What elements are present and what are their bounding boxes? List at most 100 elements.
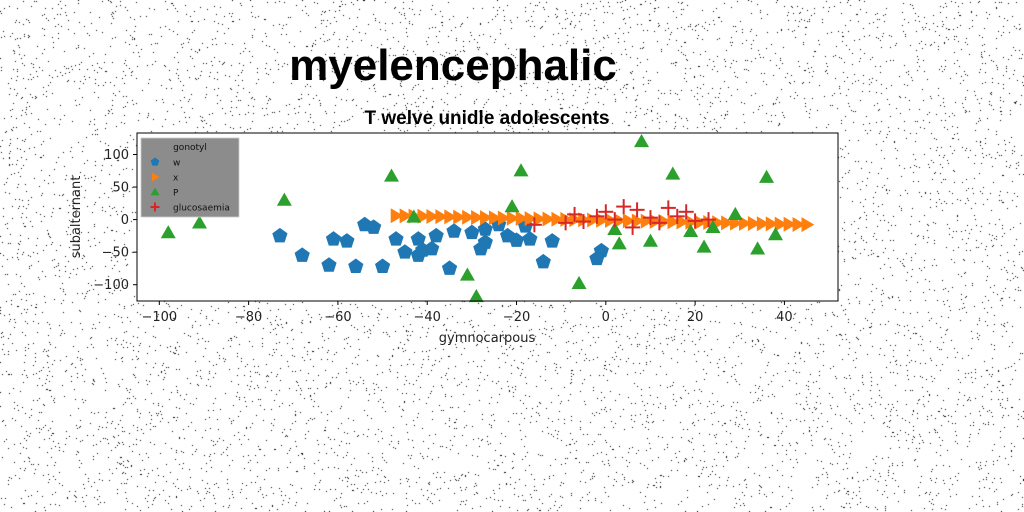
x-axis-label: gymnocarpous — [439, 331, 536, 346]
y-axis: −100 −50 0 50 100 — [93, 148, 137, 293]
legend-label-x: x — [173, 174, 179, 184]
point-P-11 — [611, 236, 627, 250]
point-w-2 — [321, 257, 337, 272]
point-P-2 — [276, 192, 292, 206]
point-x-5 — [435, 209, 449, 225]
point-P-12 — [634, 133, 650, 148]
point-glucosaemia-11 — [651, 215, 667, 231]
point-w-8 — [375, 258, 391, 273]
point-glucosaemia-12 — [660, 200, 676, 216]
point-P-20 — [759, 169, 775, 183]
point-P-19 — [750, 241, 766, 255]
point-w-26 — [522, 231, 538, 246]
x-tick-label: −20 — [503, 310, 530, 325]
point-w-14 — [424, 240, 440, 256]
point-P-18 — [727, 206, 743, 221]
y-tick-label: 0 — [121, 213, 129, 228]
point-P-7 — [504, 199, 520, 213]
point-w-16 — [441, 260, 458, 275]
point-x-12 — [497, 210, 511, 226]
point-x-18 — [551, 211, 565, 227]
point-w-24 — [508, 232, 525, 247]
point-glucosaemia-8 — [625, 219, 641, 235]
point-glucosaemia-4 — [589, 208, 605, 224]
x-tick-label: −100 — [141, 310, 177, 325]
point-x-9 — [471, 209, 484, 225]
point-w-9 — [388, 231, 404, 246]
point-P-21 — [767, 227, 783, 241]
point-x-17 — [542, 211, 556, 227]
point-x-34 — [694, 214, 708, 230]
point-glucosaemia-2 — [567, 206, 583, 222]
point-x-33 — [685, 214, 699, 230]
point-glucosaemia-6 — [607, 212, 623, 228]
point-P-17 — [705, 219, 721, 234]
legend-label-w: w — [173, 159, 180, 169]
point-w-11 — [410, 231, 426, 246]
point-glucosaemia-1 — [558, 215, 574, 231]
plot-frame — [136, 132, 839, 302]
point-x-8 — [462, 209, 475, 225]
point-glucosaemia-9 — [629, 202, 645, 218]
point-w-27 — [535, 253, 551, 269]
x-tick-label: −80 — [235, 310, 262, 325]
point-x-46 — [801, 217, 815, 233]
point-w-15 — [428, 227, 444, 243]
x-axis: −100 −80 −60 −40 −20 0 20 40 — [141, 301, 793, 325]
point-x-43 — [774, 216, 788, 232]
x-tick-label: −60 — [324, 310, 351, 325]
point-x-7 — [453, 209, 466, 225]
point-x-4 — [426, 208, 440, 224]
point-P-0 — [160, 225, 176, 239]
point-P-10 — [607, 221, 623, 235]
point-glucosaemia-14 — [678, 204, 694, 220]
point-w-30 — [593, 242, 609, 258]
point-glucosaemia-5 — [598, 204, 614, 220]
point-glucosaemia-16 — [701, 212, 717, 228]
point-P-8 — [513, 163, 529, 177]
point-x-3 — [417, 208, 431, 224]
point-P-5 — [459, 267, 475, 281]
point-x-26 — [622, 213, 636, 229]
point-P-15 — [683, 223, 699, 237]
point-x-0 — [390, 208, 404, 224]
legend-label-P: P — [173, 189, 179, 199]
point-x-27 — [631, 213, 645, 229]
legend-marker-w — [150, 157, 160, 166]
point-P-6 — [468, 288, 484, 303]
point-w-17 — [446, 223, 462, 238]
point-x-21 — [578, 212, 591, 228]
chart-suptitle: myelencephalic — [289, 41, 617, 90]
point-x-10 — [480, 210, 493, 226]
point-w-3 — [325, 231, 342, 246]
y-tick-label: 50 — [112, 181, 129, 196]
legend-label-glucosaemia: glucosaemia — [173, 204, 230, 214]
point-x-15 — [524, 211, 538, 227]
legend-marker-x — [151, 172, 160, 182]
point-x-31 — [667, 214, 681, 230]
point-P-14 — [665, 166, 681, 180]
point-x-32 — [676, 214, 690, 230]
point-x-42 — [765, 216, 779, 232]
point-glucosaemia-13 — [669, 208, 685, 224]
point-P-4 — [406, 209, 422, 223]
legend-marker-P — [150, 187, 160, 196]
point-glucosaemia-0 — [526, 217, 542, 233]
point-w-0 — [272, 227, 288, 243]
point-w-5 — [348, 258, 364, 273]
point-glucosaemia-3 — [575, 214, 591, 230]
point-P-13 — [642, 233, 658, 247]
point-w-28 — [544, 233, 560, 248]
x-tick-label: 0 — [602, 310, 610, 325]
legend-title: gonotyl — [173, 143, 207, 153]
point-x-1 — [399, 208, 413, 224]
x-tick-label: −40 — [414, 310, 441, 325]
y-axis-label: subalternant — [69, 176, 84, 259]
point-x-6 — [444, 209, 458, 225]
point-x-30 — [658, 214, 672, 230]
point-w-20 — [477, 234, 493, 249]
data-marks — [160, 133, 815, 303]
point-glucosaemia-10 — [642, 210, 658, 226]
y-tick-label: −50 — [102, 246, 129, 261]
